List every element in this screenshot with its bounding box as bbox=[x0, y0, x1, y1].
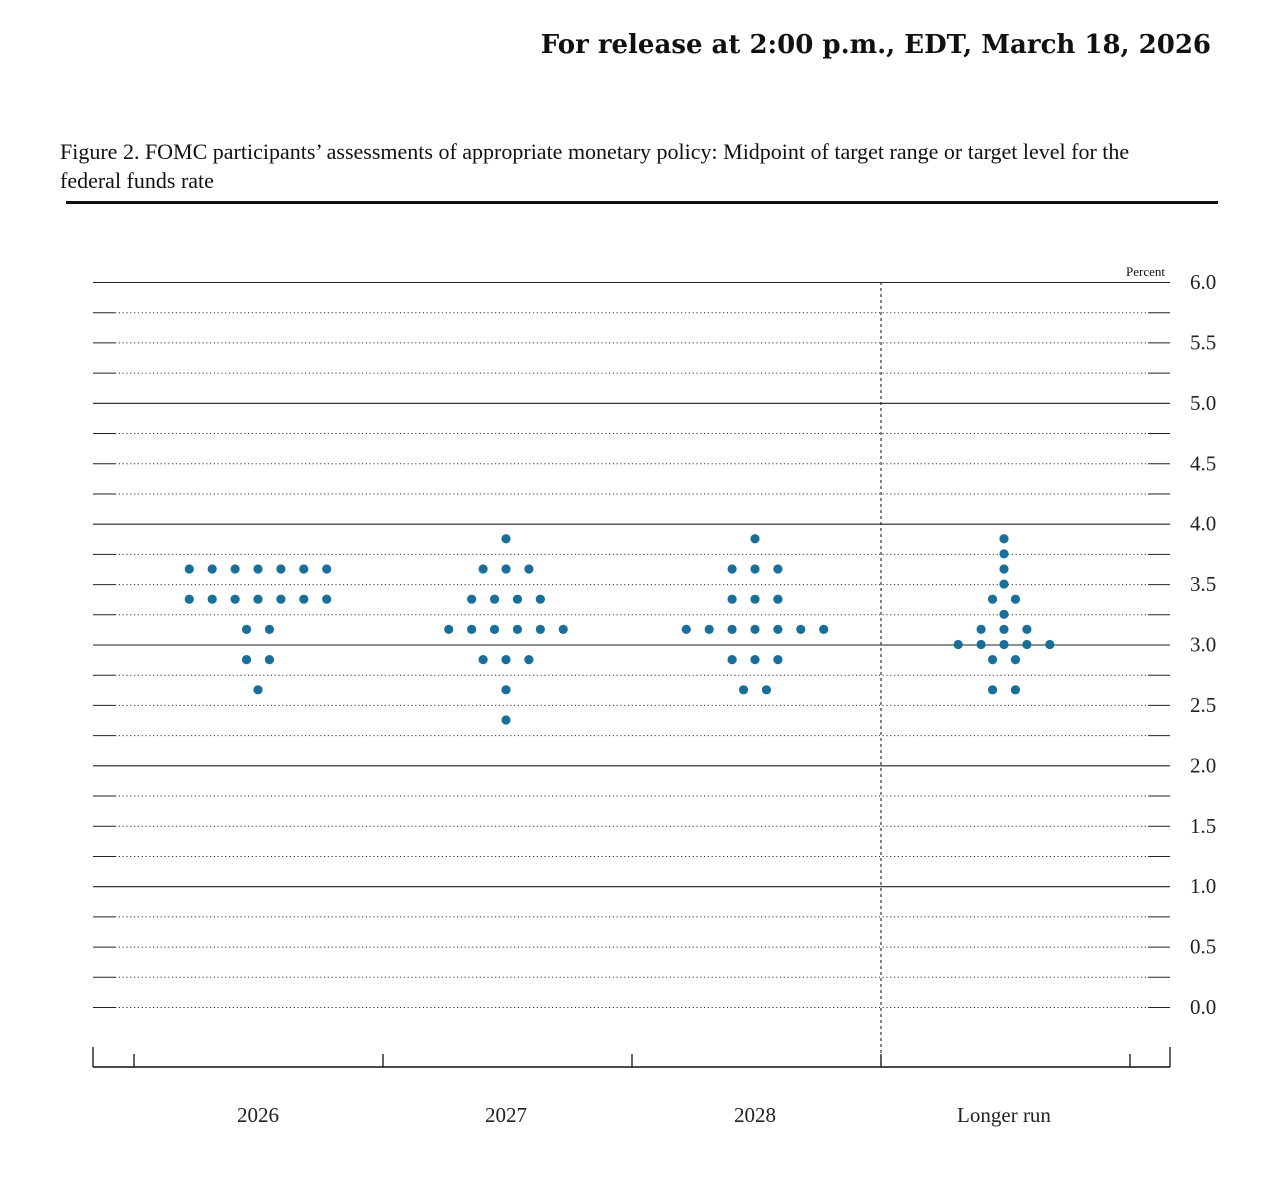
participant-dot bbox=[750, 624, 760, 634]
participant-dot bbox=[299, 594, 309, 604]
participant-dot bbox=[1022, 624, 1032, 634]
y-tick-label: 1.5 bbox=[1190, 814, 1216, 838]
participant-dot bbox=[727, 655, 737, 665]
participant-dot bbox=[999, 579, 1009, 589]
participant-dot bbox=[322, 594, 332, 604]
participant-dot bbox=[976, 639, 986, 650]
participant-dot bbox=[750, 564, 760, 574]
participant-dot bbox=[750, 594, 760, 604]
x-tick-label: 2027 bbox=[485, 1103, 527, 1127]
participant-dot bbox=[489, 594, 500, 604]
participant-dot bbox=[558, 624, 568, 634]
participant-dot bbox=[1022, 639, 1032, 650]
participant-dot bbox=[999, 609, 1009, 619]
y-unit-label: Percent bbox=[1126, 264, 1165, 279]
participant-dot bbox=[987, 655, 998, 665]
participant-dot bbox=[999, 534, 1009, 544]
participant-dot bbox=[501, 715, 511, 725]
y-tick-label: 2.5 bbox=[1190, 693, 1216, 717]
participant-dot bbox=[512, 594, 523, 604]
y-tick-label: 3.5 bbox=[1190, 572, 1216, 596]
participant-dot bbox=[467, 624, 477, 634]
participant-dot bbox=[299, 564, 309, 574]
participant-dot bbox=[501, 655, 511, 665]
participant-dot bbox=[184, 594, 194, 604]
participant-dot bbox=[207, 564, 217, 574]
participant-dot bbox=[738, 685, 749, 695]
x-tick-label: 2028 bbox=[734, 1103, 776, 1127]
participant-dot bbox=[535, 594, 545, 604]
participant-dot bbox=[489, 624, 500, 634]
figure-title: Figure 2. FOMC participants’ assessments… bbox=[60, 139, 1130, 193]
participant-dot bbox=[773, 564, 783, 574]
participant-dot bbox=[253, 685, 263, 695]
participant-dot bbox=[253, 594, 263, 604]
participant-dot bbox=[467, 594, 477, 604]
participant-dot bbox=[524, 564, 534, 574]
participant-dot bbox=[264, 624, 275, 634]
participant-dot bbox=[241, 655, 252, 665]
y-tick-label: 0.0 bbox=[1190, 995, 1216, 1019]
y-tick-label: 2.0 bbox=[1190, 753, 1216, 777]
y-tick-label: 4.5 bbox=[1190, 451, 1216, 475]
y-tick-label: 6.0 bbox=[1190, 270, 1216, 294]
participant-dot bbox=[999, 564, 1009, 574]
participant-dot bbox=[750, 534, 760, 544]
participant-dot bbox=[501, 534, 511, 544]
participant-dot bbox=[444, 624, 454, 634]
participant-dot bbox=[999, 549, 1009, 559]
participant-dot bbox=[987, 594, 998, 604]
participant-dot bbox=[773, 594, 783, 604]
participant-dot bbox=[230, 594, 240, 604]
participant-dot bbox=[953, 639, 963, 650]
participant-dot bbox=[1010, 655, 1021, 665]
participant-dot bbox=[819, 624, 829, 634]
participant-dot bbox=[987, 685, 998, 695]
participant-dot bbox=[276, 594, 286, 604]
participant-dot bbox=[999, 624, 1009, 634]
title-rule bbox=[66, 201, 1218, 204]
y-tick-label: 5.0 bbox=[1190, 391, 1216, 415]
participant-dot bbox=[535, 624, 545, 634]
participant-dot bbox=[761, 685, 772, 695]
participant-dot bbox=[976, 624, 986, 634]
y-tick-label: 5.5 bbox=[1190, 330, 1216, 354]
participant-dot bbox=[512, 624, 523, 634]
participant-dot bbox=[230, 564, 240, 574]
participant-dot bbox=[241, 624, 252, 634]
y-tick-label: 3.0 bbox=[1190, 633, 1216, 657]
participant-dot bbox=[207, 594, 217, 604]
x-tick-label: 2026 bbox=[237, 1103, 279, 1127]
participant-dot bbox=[264, 655, 275, 665]
y-tick-label: 1.0 bbox=[1190, 874, 1216, 898]
participant-dot bbox=[1010, 685, 1021, 695]
release-notice: For release at 2:00 p.m., EDT, March 18,… bbox=[540, 30, 1211, 60]
participant-dot bbox=[727, 594, 737, 604]
participant-dot bbox=[773, 655, 783, 665]
participant-dot bbox=[727, 624, 737, 634]
participant-dot bbox=[681, 624, 691, 634]
participant-dot bbox=[524, 655, 534, 665]
participant-dot bbox=[253, 564, 263, 574]
participant-dot bbox=[1045, 639, 1055, 650]
participant-dot bbox=[501, 564, 511, 574]
participant-dot bbox=[796, 624, 806, 634]
x-tick-label: Longer run bbox=[957, 1103, 1051, 1127]
participant-dot bbox=[276, 564, 286, 574]
participant-dot bbox=[1010, 594, 1021, 604]
participant-dot bbox=[704, 624, 714, 634]
participant-dot bbox=[773, 624, 783, 634]
y-tick-label: 4.0 bbox=[1190, 512, 1216, 536]
participant-dot bbox=[322, 564, 332, 574]
participant-dot bbox=[999, 639, 1009, 650]
participant-dot bbox=[184, 564, 194, 574]
participant-dot bbox=[478, 655, 488, 665]
y-tick-label: 0.5 bbox=[1190, 935, 1216, 959]
participant-dot bbox=[750, 655, 760, 665]
participant-dot bbox=[478, 564, 488, 574]
participant-dot bbox=[501, 685, 511, 695]
participant-dot bbox=[727, 564, 737, 574]
